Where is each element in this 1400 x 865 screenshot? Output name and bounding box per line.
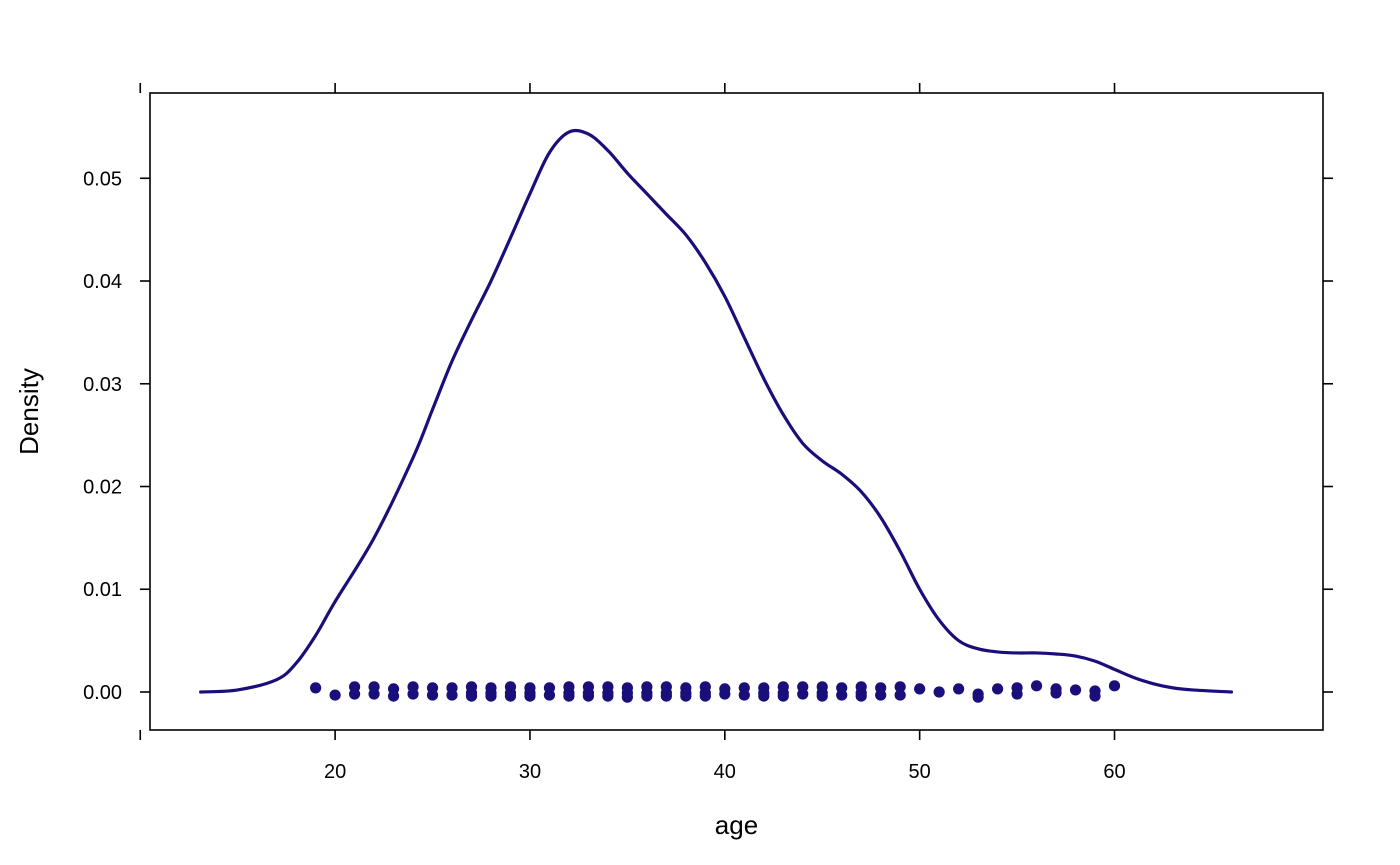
- rug-point: [738, 689, 750, 701]
- rug-point: [621, 691, 633, 703]
- rug-point: [310, 682, 322, 694]
- x-tick-label: 40: [714, 761, 736, 783]
- x-axis-title: age: [715, 810, 758, 840]
- y-tick-label: 0.03: [83, 374, 122, 396]
- rug-point: [680, 690, 692, 702]
- rug-point: [972, 691, 984, 703]
- rug-point: [699, 690, 711, 702]
- rug-point: [894, 681, 906, 693]
- rug-point: [836, 689, 848, 701]
- rug-point: [602, 690, 614, 702]
- y-tick-label: 0.01: [83, 579, 122, 601]
- rug-point: [543, 689, 556, 701]
- rug-point: [777, 690, 789, 702]
- axis-tick-labels: 20 30 40 50 60 0.00 0.01 0.02 0.03 0.04 0.05: [83, 168, 1126, 783]
- x-tick-label: 50: [909, 761, 931, 783]
- rug-point: [407, 688, 419, 700]
- y-tick-label: 0.02: [83, 477, 122, 499]
- rug-point: [563, 690, 575, 702]
- rug-points: [310, 680, 1121, 703]
- rug-point: [426, 689, 439, 701]
- rug-point: [582, 690, 595, 702]
- rug-point: [1108, 680, 1121, 692]
- rug-point: [641, 690, 653, 702]
- rug-point: [485, 690, 497, 702]
- rug-point: [953, 683, 965, 695]
- rug-point: [797, 688, 809, 700]
- rug-point: [446, 689, 458, 701]
- y-tick-label: 0.04: [83, 271, 122, 293]
- density-curve: [199, 128, 1234, 694]
- rug-point: [504, 690, 517, 702]
- x-tick-label: 60: [1103, 761, 1125, 783]
- plot-frame: [149, 92, 1324, 731]
- rug-point: [914, 683, 926, 695]
- rug-point: [1089, 690, 1101, 702]
- rug-point: [1011, 688, 1023, 700]
- rug-point: [816, 690, 828, 702]
- x-tick-label: 20: [324, 761, 346, 783]
- rug-point: [894, 689, 906, 701]
- rug-point: [368, 688, 380, 700]
- y-axis-title: Density: [14, 368, 44, 455]
- rug-point: [1069, 684, 1082, 696]
- rug-point: [875, 689, 887, 701]
- rug-point: [348, 688, 361, 700]
- rug-point: [1050, 687, 1062, 699]
- rug-point: [387, 690, 400, 702]
- rug-point: [465, 690, 478, 702]
- rug-point: [329, 689, 341, 701]
- rug-point: [933, 686, 945, 698]
- rug-point: [1030, 680, 1043, 692]
- y-tick-label: 0.05: [83, 168, 122, 190]
- x-tick-label: 30: [519, 761, 541, 783]
- rug-point: [991, 683, 1004, 695]
- axis-ticks: [139, 83, 1333, 740]
- rug-point: [719, 688, 731, 700]
- rug-point: [660, 690, 672, 702]
- rug-point: [758, 690, 770, 702]
- y-tick-label: 0.00: [83, 682, 122, 704]
- rug-point: [855, 690, 867, 702]
- rug-point: [524, 690, 536, 702]
